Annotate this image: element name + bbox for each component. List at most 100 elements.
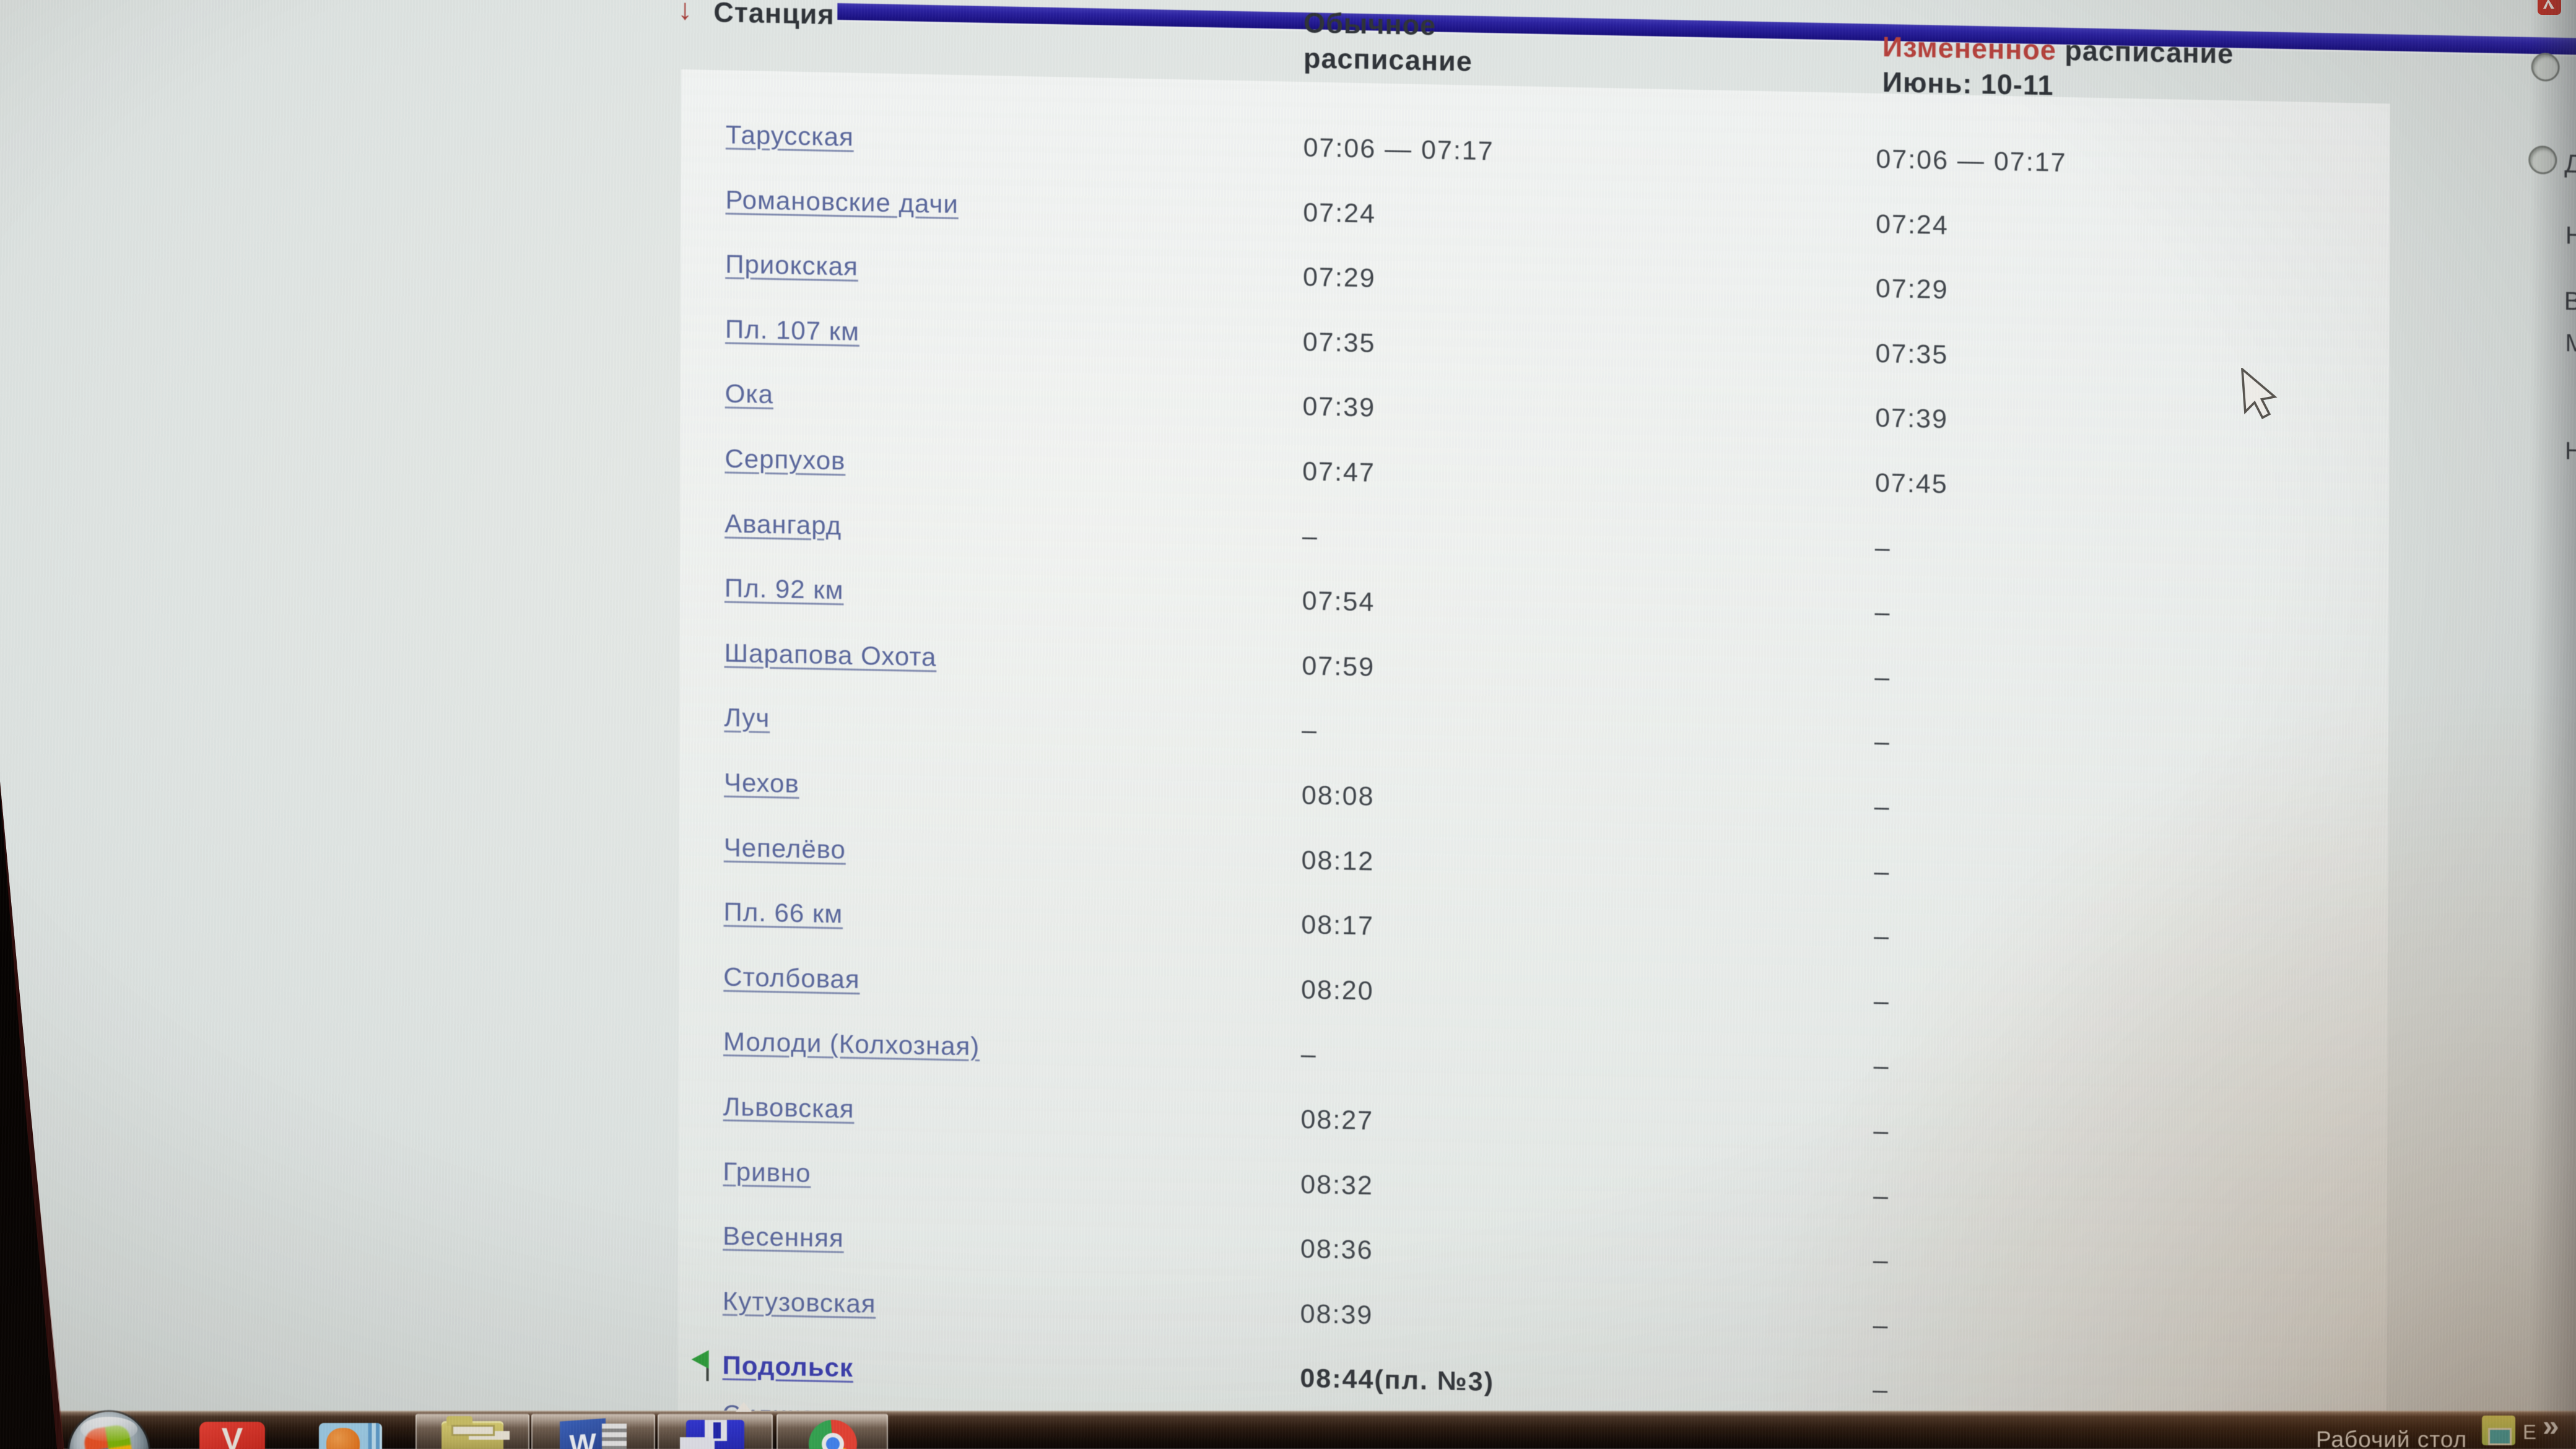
changed-time: –: [1873, 1245, 1889, 1276]
taskbar-button-floppy-app[interactable]: [658, 1414, 773, 1449]
station-link[interactable]: Чепелёво: [723, 832, 846, 864]
changed-time: 07:35: [1875, 338, 1949, 370]
changed-time: –: [1874, 856, 1891, 887]
station-link[interactable]: Авангард: [724, 508, 842, 541]
station-link[interactable]: Чехов: [724, 767, 799, 799]
changed-word: Измененное: [1882, 30, 2056, 66]
word-glyph: W: [560, 1418, 606, 1449]
desktop-toolbar-item-fragment: Е: [2523, 1421, 2537, 1443]
changed-time: 07:06 — 07:17: [1876, 144, 2067, 178]
changed-rest: расписание: [2065, 34, 2234, 70]
station-link[interactable]: Романовские дачи: [725, 185, 959, 219]
app-icon-orange[interactable]: [319, 1423, 382, 1449]
changed-time: –: [1874, 533, 1891, 564]
option2-line1: Н: [2565, 222, 2576, 250]
regular-time: 07:35: [1302, 327, 1376, 359]
toolbar-overflow-chevron-icon[interactable]: »: [2543, 1410, 2559, 1443]
regular-time: 07:06 — 07:17: [1303, 133, 1494, 167]
station-link[interactable]: Столбовая: [723, 962, 860, 994]
regular-time: 07:59: [1302, 651, 1375, 682]
option2-line3: Н: [2564, 437, 2576, 465]
regular-time: 08:39: [1300, 1299, 1373, 1330]
orb-highlight: [80, 1417, 137, 1442]
regular-header-line2: расписание: [1303, 42, 1473, 77]
mouse-arrow-pointer: [2238, 365, 2284, 432]
taskbar: V W Рабочий стол Е »: [0, 1402, 2576, 1449]
station-link[interactable]: Пл. 92 км: [724, 573, 844, 605]
station-link[interactable]: Гривно: [723, 1156, 811, 1188]
changed-time: –: [1873, 1050, 1890, 1081]
station-link[interactable]: Серпухов: [724, 443, 846, 476]
regular-time: 08:27: [1300, 1104, 1374, 1136]
station-link[interactable]: Шарапова Охота: [724, 638, 937, 672]
taskbar-button-chrome[interactable]: [777, 1414, 888, 1449]
changed-header-line2: Июнь: 10-11: [1882, 66, 2054, 102]
regular-time: 07:39: [1302, 391, 1376, 423]
changed-time: –: [1873, 986, 1890, 1017]
regular-time: 08:12: [1301, 845, 1375, 877]
regular-time: 08:17: [1301, 910, 1374, 941]
folder-icon: [442, 1416, 503, 1449]
desktop-toolbar-item-icon[interactable]: [2482, 1416, 2515, 1445]
word-icon: W: [560, 1418, 627, 1449]
floppy-disk-icon: [686, 1420, 744, 1449]
regular-time: 07:24: [1303, 198, 1376, 229]
radio-option-1[interactable]: [2531, 52, 2560, 82]
changed-time: –: [1873, 1115, 1890, 1146]
column-header-station: Станция: [713, 0, 835, 30]
column-header-changed: Измененное расписание Июнь: 10-11: [1882, 29, 2234, 107]
taskbar-button-word[interactable]: W: [531, 1414, 655, 1449]
regular-time: 07:54: [1302, 586, 1375, 617]
changed-time: –: [1874, 662, 1891, 693]
column-header-regular: Обычное расписание: [1303, 5, 1473, 79]
radio-option-2-label-clipped: Н М Н: [2565, 146, 2576, 541]
changed-time: 07:39: [1875, 402, 1948, 435]
station-link[interactable]: Пл. 66 км: [723, 897, 843, 929]
changed-time: –: [1873, 1375, 1889, 1405]
station-link[interactable]: Львовская: [723, 1091, 855, 1123]
regular-time: 08:44(пл. №3): [1300, 1363, 1495, 1397]
start-button[interactable]: [69, 1412, 149, 1449]
changed-time: –: [1873, 1180, 1890, 1211]
changed-time: 07:24: [1876, 209, 1949, 241]
regular-time: 08:32: [1300, 1169, 1373, 1201]
regular-time: –: [1302, 521, 1318, 552]
changed-time: –: [1873, 1310, 1889, 1341]
regular-time: –: [1302, 715, 1318, 746]
changed-time: 07:45: [1875, 468, 1948, 500]
changed-time: –: [1874, 921, 1891, 952]
word-document-lines: [602, 1424, 627, 1449]
station-link[interactable]: Луч: [724, 702, 770, 733]
station-link[interactable]: Приокская: [725, 249, 858, 281]
yandex-browser-icon[interactable]: V: [199, 1422, 265, 1449]
station-link[interactable]: Тарусская: [725, 120, 854, 152]
station-link[interactable]: Кутузовская: [722, 1286, 876, 1318]
station-link[interactable]: Ока: [724, 378, 774, 409]
station-link[interactable]: Пл. 107 км: [724, 314, 860, 346]
sort-arrow-icon[interactable]: ↓: [677, 0, 693, 26]
regular-time: 07:47: [1302, 456, 1375, 488]
station-link[interactable]: Молоди (Колхозная): [723, 1026, 980, 1061]
taskbar-button-file-manager[interactable]: [416, 1414, 529, 1449]
station-link[interactable]: Весенняя: [723, 1221, 844, 1253]
changed-time: 07:29: [1875, 273, 1949, 305]
regular-time: 08:08: [1301, 780, 1375, 812]
changed-time: –: [1874, 597, 1891, 628]
clipped-red-icon: [2538, 0, 2561, 15]
desktop-toolbar-label[interactable]: Рабочий стол: [2316, 1427, 2468, 1449]
option2-line2: М: [2565, 329, 2576, 357]
green-flag-icon: [695, 1350, 716, 1383]
chrome-icon: [809, 1420, 857, 1449]
regular-header-line1: Обычное: [1303, 7, 1437, 41]
changed-time: –: [1874, 726, 1891, 757]
regular-time: –: [1300, 1039, 1317, 1069]
regular-time: 08:36: [1300, 1234, 1373, 1265]
radio-option-2[interactable]: [2528, 145, 2557, 175]
station-link[interactable]: Подольск: [722, 1350, 854, 1382]
regular-time: 08:20: [1300, 975, 1374, 1006]
taskbar-caret-marker: [736, 1402, 752, 1412]
regular-time: 07:29: [1303, 262, 1376, 294]
changed-time: –: [1874, 791, 1891, 822]
